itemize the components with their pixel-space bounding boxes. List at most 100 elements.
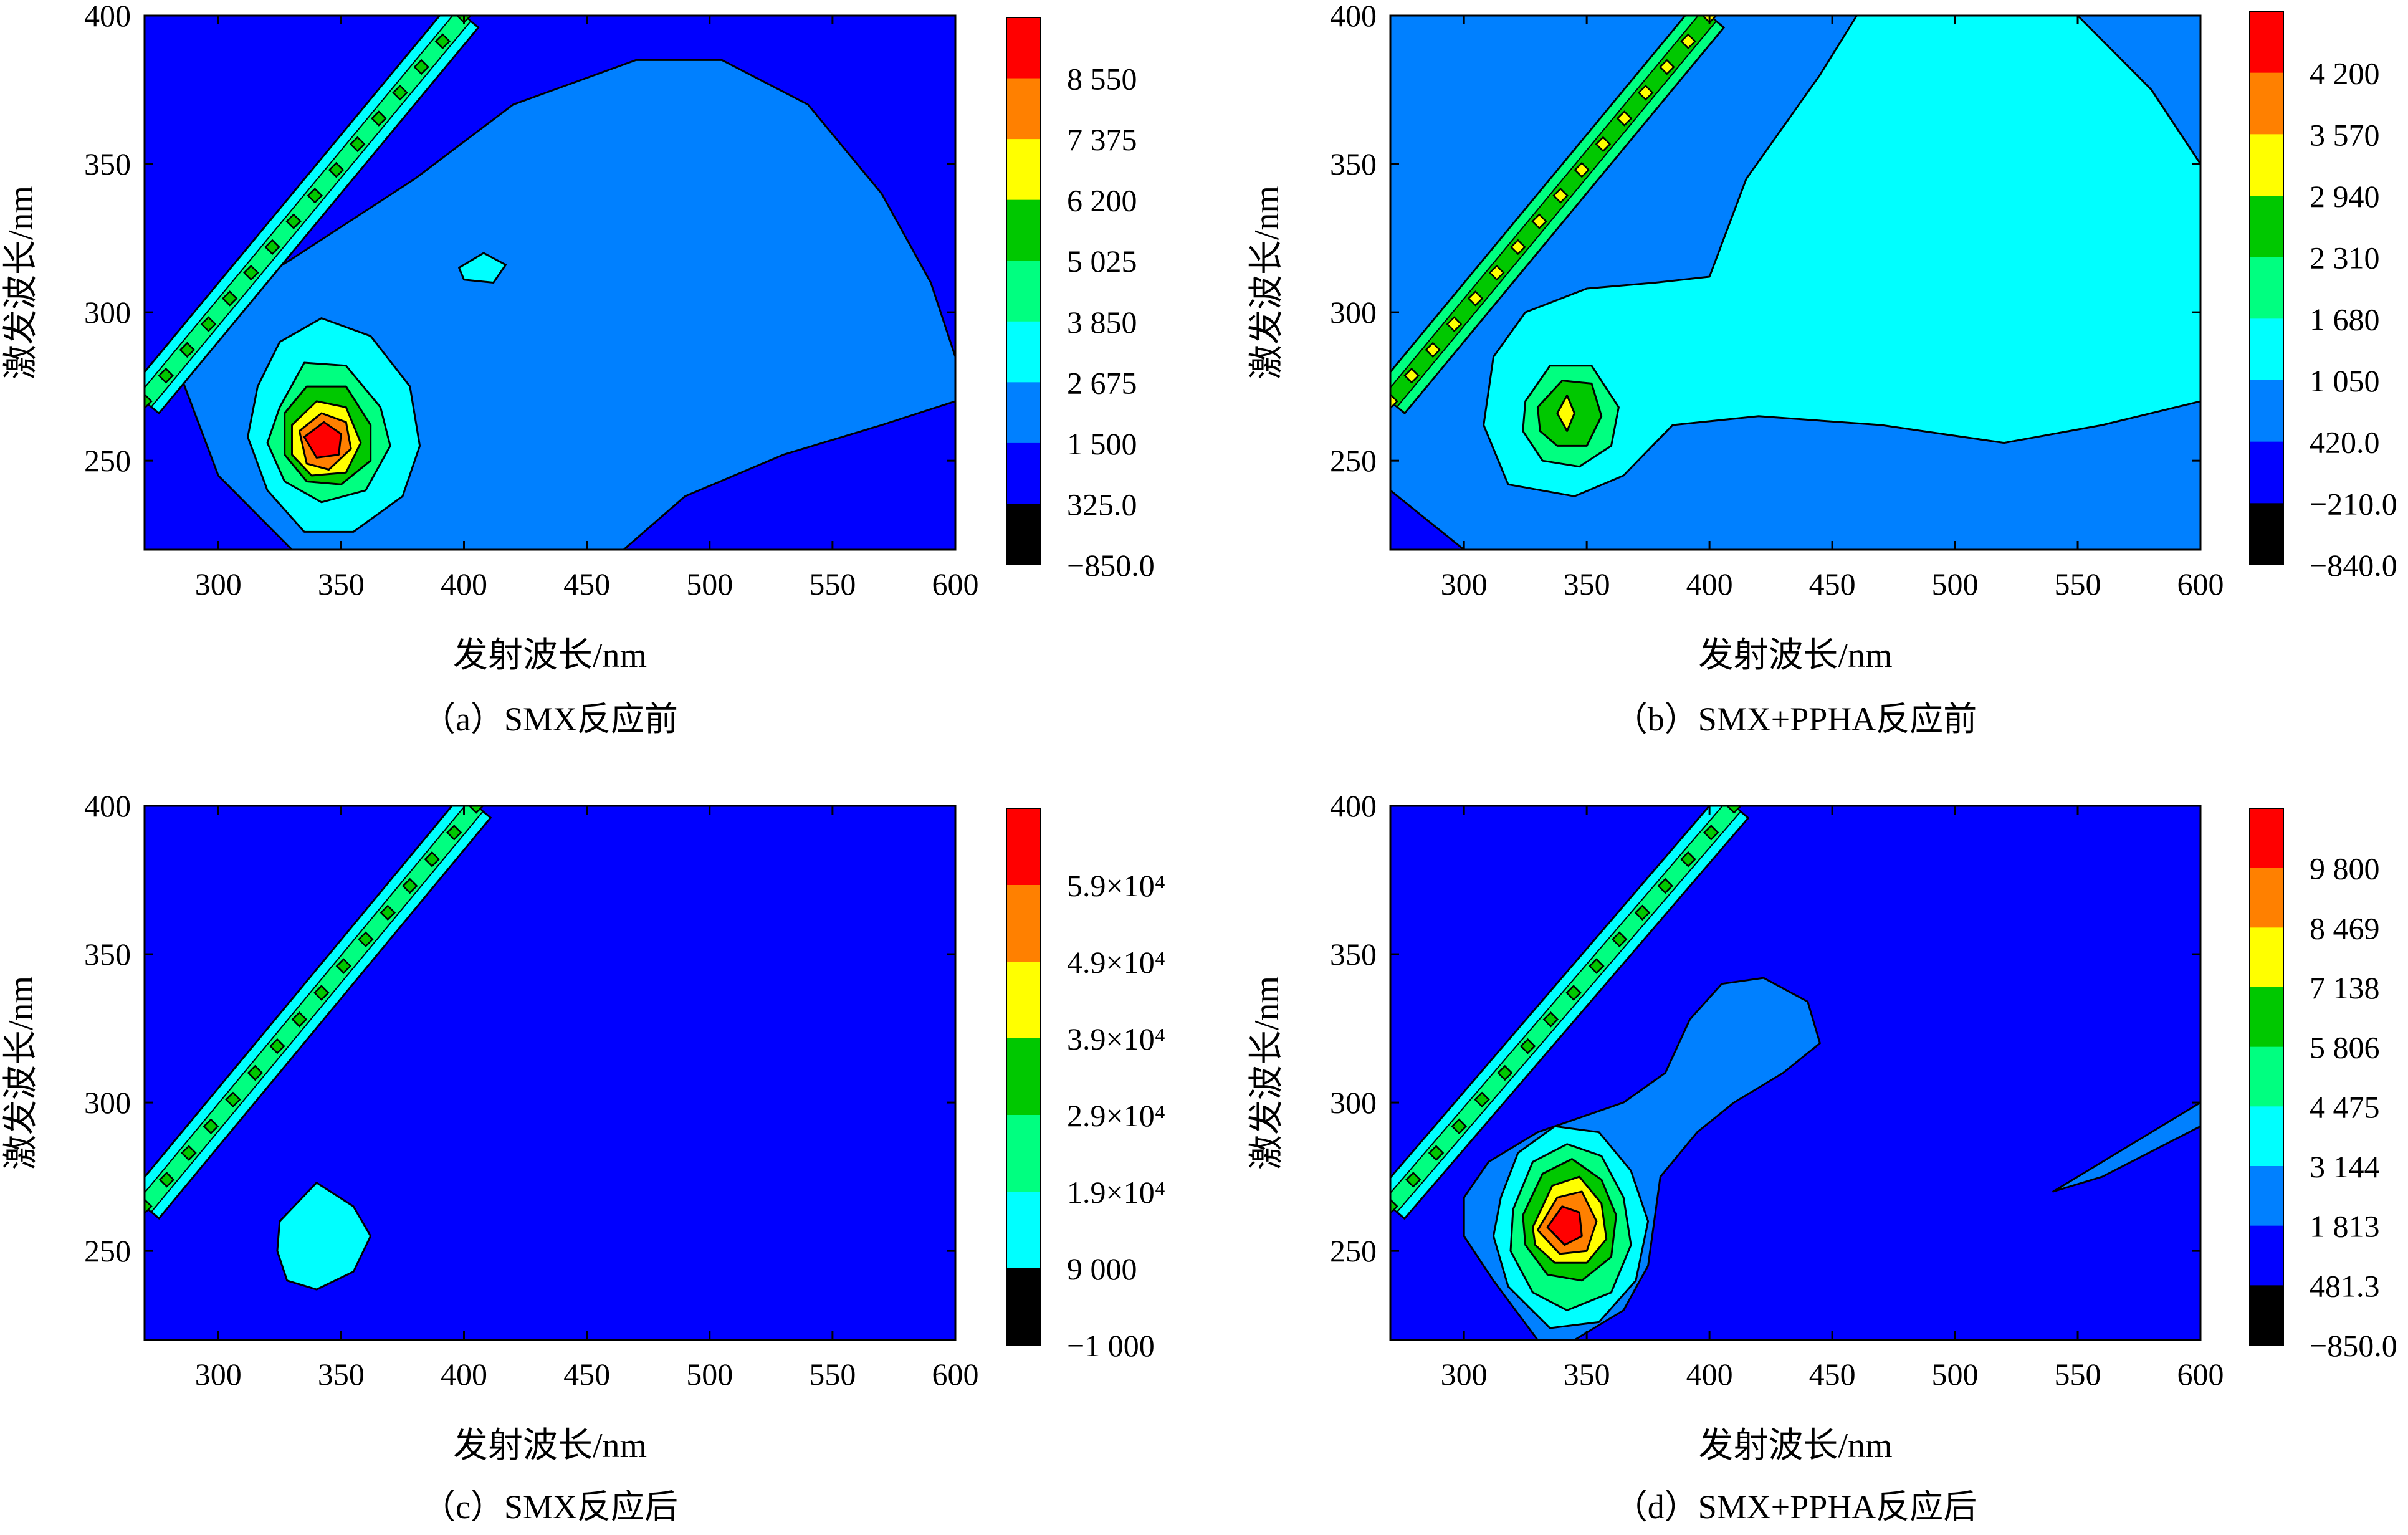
colorbar-swatch bbox=[1006, 885, 1041, 962]
x-tick-label: 600 bbox=[2177, 1357, 2224, 1392]
colorbar-swatch bbox=[2250, 380, 2283, 442]
x-tick-label: 500 bbox=[1932, 1357, 1979, 1392]
colorbar-frame bbox=[1006, 17, 1041, 565]
scatter-band-node bbox=[446, 825, 462, 841]
scatter-band-node bbox=[145, 393, 153, 409]
colorbar-label: 1 050 bbox=[2310, 363, 2380, 398]
scatter-band-node bbox=[181, 1145, 197, 1161]
scatter-band-node bbox=[1542, 1011, 1559, 1028]
colorbar-label: 2.9×10⁴ bbox=[1067, 1098, 1165, 1133]
y-tick-label: 400 bbox=[84, 0, 131, 33]
contour-region bbox=[1556, 394, 1575, 433]
y-axis-label: 激发波长/nm bbox=[2, 186, 41, 380]
contour-region bbox=[1546, 1205, 1583, 1246]
contour-region bbox=[458, 252, 507, 284]
colorbar-swatch bbox=[2250, 1046, 2283, 1107]
colorbar-swatch bbox=[1006, 382, 1041, 444]
x-tick-label: 300 bbox=[195, 567, 242, 601]
scatter-band-node bbox=[380, 904, 396, 921]
x-axis-label: 发射波长/nm bbox=[1698, 636, 1892, 675]
colorbar-label: 9 000 bbox=[1067, 1251, 1137, 1286]
colorbar-frame bbox=[1006, 808, 1041, 1346]
scatter-band-node bbox=[468, 806, 484, 814]
colorbar-swatch bbox=[1006, 442, 1041, 504]
y-tick-label: 300 bbox=[1330, 295, 1377, 330]
scatter-band-node bbox=[335, 958, 352, 974]
y-tick-label: 350 bbox=[1330, 146, 1377, 181]
colorbar-swatch bbox=[2250, 1106, 2283, 1167]
panel-caption: （b）SMX+PPHA反应前 bbox=[1614, 701, 1977, 738]
y-tick-label: 300 bbox=[84, 1085, 131, 1120]
contour-layer bbox=[145, 806, 492, 1291]
colorbar-label: −840.0 bbox=[2310, 548, 2397, 583]
scatter-band-node bbox=[200, 316, 217, 332]
x-axis-label: 发射波长/nm bbox=[453, 1427, 647, 1465]
scatter-band-node bbox=[1531, 213, 1547, 229]
scatter-band-core bbox=[1390, 16, 1718, 408]
x-tick-label: 600 bbox=[932, 1357, 979, 1392]
x-tick-label: 450 bbox=[1809, 1357, 1856, 1392]
colorbar-swatch bbox=[1006, 139, 1041, 201]
scatter-band-node bbox=[1574, 161, 1590, 178]
colorbar-swatch bbox=[2250, 987, 2283, 1048]
contour-region bbox=[303, 421, 342, 459]
scatter-band-node bbox=[358, 931, 374, 948]
scatter-band-node bbox=[1657, 877, 1673, 894]
panel-caption: （d）SMX+PPHA反应后 bbox=[1614, 1488, 1977, 1526]
scatter-band-node bbox=[1680, 33, 1696, 50]
colorbar-swatch bbox=[1006, 199, 1041, 261]
scatter-band-node bbox=[269, 1038, 285, 1054]
x-tick-label: 500 bbox=[1932, 567, 1979, 601]
y-tick-label: 350 bbox=[1330, 937, 1377, 972]
colorbar-swatch bbox=[2250, 441, 2283, 504]
colorbar-swatch bbox=[1006, 17, 1041, 79]
colorbar-label: −850.0 bbox=[1067, 548, 1155, 583]
scatter-band-node bbox=[434, 33, 451, 50]
colorbar: 5.9×10⁴ 4.9×10⁴ 3.9×10⁴ 2.9×10⁴ 1.9×10⁴ 9 000… bbox=[1006, 808, 1165, 1363]
scatter-band-node bbox=[328, 161, 345, 178]
contour-region bbox=[1390, 489, 1465, 550]
scatter-band-node bbox=[1703, 825, 1719, 841]
x-tick-label: 300 bbox=[1441, 1357, 1488, 1392]
colorbar-swatch bbox=[2250, 134, 2283, 196]
scatter-band-node bbox=[221, 290, 238, 307]
chart-panel-2: 300 350 400 450 500 550 600 250 300 350 400 发射波长/nm… bbox=[1248, 0, 2397, 738]
colorbar-swatch bbox=[2250, 1285, 2283, 1346]
x-tick-label: 450 bbox=[563, 1357, 610, 1392]
scatter-band-node bbox=[203, 1118, 219, 1134]
x-tick-label: 600 bbox=[932, 567, 979, 601]
colorbar-label: 5.9×10⁴ bbox=[1067, 868, 1165, 903]
plot-frame bbox=[1389, 805, 2202, 1341]
colorbar-label: 2 940 bbox=[2310, 179, 2380, 214]
colorbar-frame bbox=[2249, 11, 2284, 565]
x-tick-label: 550 bbox=[809, 1357, 856, 1392]
x-tick-label: 400 bbox=[1686, 567, 1733, 601]
chart-panel-4: 300 350 400 450 500 550 600 250 300 350 400 发射波长/nm… bbox=[1248, 788, 2397, 1526]
colorbar-swatch bbox=[1006, 808, 1041, 886]
x-tick-label: 550 bbox=[2055, 1357, 2101, 1392]
colorbar-swatch bbox=[2250, 1225, 2283, 1286]
colorbar-label: 5 025 bbox=[1067, 244, 1137, 279]
colorbar-label: 420.0 bbox=[2310, 425, 2380, 460]
plot-frame bbox=[143, 14, 957, 551]
y-tick-label: 300 bbox=[84, 295, 131, 330]
scatter-band-node bbox=[1467, 290, 1484, 307]
colorbar-label: 481.3 bbox=[2310, 1268, 2380, 1303]
scatter-band-node bbox=[1446, 316, 1463, 332]
scatter-band-node bbox=[1510, 239, 1526, 256]
colorbar-frame bbox=[2249, 808, 2284, 1346]
scatter-band-node bbox=[145, 1198, 153, 1215]
x-tick-label: 350 bbox=[1564, 567, 1610, 601]
colorbar-label: 3 850 bbox=[1067, 305, 1137, 340]
colorbar-label: 5 806 bbox=[2310, 1030, 2380, 1065]
colorbar-swatch bbox=[2250, 808, 2283, 869]
scatter-band-node bbox=[1451, 1118, 1468, 1134]
scatter-band-core bbox=[145, 806, 484, 1213]
scatter-band-node bbox=[307, 188, 323, 204]
scatter-band-node bbox=[243, 264, 259, 281]
colorbar-swatch bbox=[1006, 78, 1041, 140]
contour-region bbox=[1483, 16, 2200, 497]
scatter-band-node bbox=[179, 342, 196, 358]
colorbar-swatch bbox=[1006, 1192, 1041, 1269]
contour-layer bbox=[1390, 806, 2200, 1340]
